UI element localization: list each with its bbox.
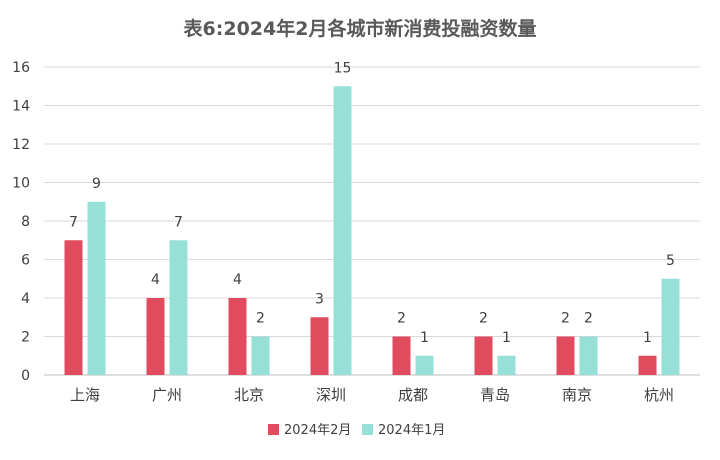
category-label: 成都: [398, 386, 428, 404]
data-label: 2: [256, 311, 265, 327]
bar-jan-0: [87, 201, 106, 375]
bar-jan-3: [333, 86, 352, 375]
data-label: 7: [69, 214, 78, 230]
data-label: 1: [420, 330, 429, 346]
legend-label-feb: 2024年2月: [284, 423, 351, 438]
data-label: 4: [151, 272, 160, 288]
bar-feb-5: [474, 336, 493, 375]
y-axis-ticks: 0 2 4 6 8 10 12 14 16: [12, 60, 30, 384]
category-label: 杭州: [644, 386, 674, 404]
y-tick-label: 10: [12, 176, 30, 192]
chart-title: 表6:2024年2月各城市新消费投融资数量: [184, 17, 537, 40]
gridlines: [44, 66, 700, 376]
bar-jan-2: [251, 336, 270, 375]
y-tick-label: 4: [21, 291, 30, 307]
bar-feb-4: [392, 336, 411, 375]
legend-swatch-jan: [362, 424, 373, 435]
bar-feb-2: [228, 298, 247, 375]
y-tick-label: 12: [12, 137, 30, 153]
bar-feb-1: [146, 298, 165, 375]
y-tick-label: 8: [21, 214, 30, 230]
data-label: 5: [666, 253, 675, 269]
data-label: 7: [174, 214, 183, 230]
data-label: 2: [397, 311, 406, 327]
bar-feb-6: [556, 336, 575, 375]
bar-jan-6: [579, 336, 598, 375]
bar-jan-1: [169, 240, 188, 375]
category-label: 深圳: [316, 386, 346, 404]
bar-feb-3: [310, 317, 329, 375]
data-label: 15: [334, 60, 352, 76]
bar-jan-7: [661, 278, 680, 375]
x-axis-categories: 上海 广州 北京 深圳 成都 青岛 南京 杭州: [70, 386, 674, 404]
legend: 2024年2月 2024年1月: [268, 423, 445, 438]
bar-feb-0: [64, 240, 83, 375]
data-label: 2: [561, 311, 570, 327]
data-label: 1: [643, 330, 652, 346]
y-tick-label: 14: [12, 99, 30, 115]
data-label: 3: [315, 291, 324, 307]
data-label: 2: [479, 311, 488, 327]
y-tick-label: 6: [21, 253, 30, 269]
legend-label-jan: 2024年1月: [378, 423, 445, 438]
bars: [64, 86, 680, 375]
data-label: 4: [233, 272, 242, 288]
legend-swatch-feb: [268, 424, 279, 435]
category-label: 北京: [234, 386, 264, 404]
data-label: 9: [92, 176, 101, 192]
data-label: 1: [502, 330, 511, 346]
bar-feb-7: [638, 355, 657, 375]
data-label: 2: [584, 311, 593, 327]
category-label: 上海: [70, 386, 100, 404]
category-label: 广州: [152, 386, 182, 404]
category-label: 南京: [562, 386, 592, 404]
bar-jan-5: [497, 355, 516, 375]
y-tick-label: 0: [21, 368, 30, 384]
y-tick-label: 2: [21, 330, 30, 346]
y-tick-label: 16: [12, 60, 30, 76]
category-label: 青岛: [480, 386, 510, 404]
bar-jan-4: [415, 355, 434, 375]
